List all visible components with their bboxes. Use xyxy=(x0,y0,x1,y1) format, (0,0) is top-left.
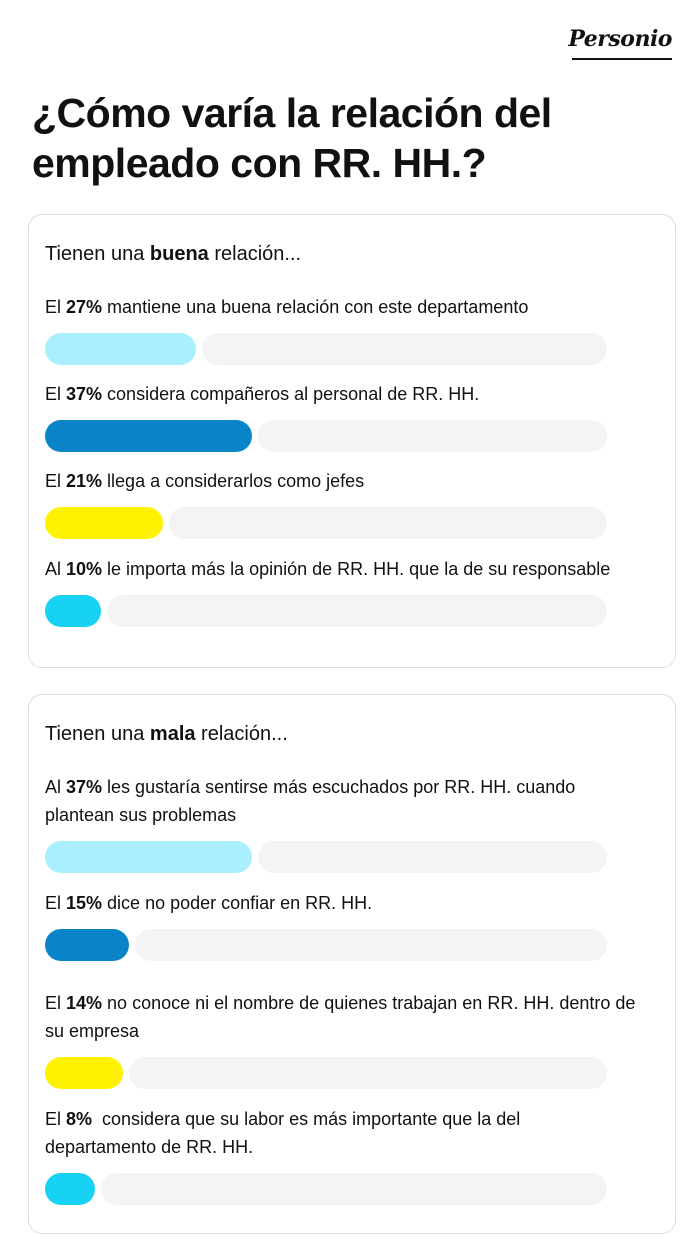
bar-track xyxy=(45,929,607,961)
bar-remainder xyxy=(107,595,607,627)
bar-fill xyxy=(45,841,253,873)
label-pre: Al xyxy=(45,777,67,797)
bar-track xyxy=(45,333,607,365)
data-label-percent: 21% xyxy=(66,471,103,491)
bar-remainder xyxy=(129,1057,607,1089)
bar-item: Al 10% le importa más la opinión de RR. … xyxy=(45,555,655,627)
label-post: no conoce ni el nombre de quienes trabaj… xyxy=(45,993,641,1041)
label-pre: El xyxy=(45,384,67,404)
bar-item: El 15% dice no poder confiar en RR. HH. xyxy=(45,889,655,961)
data-label-percent: 37% xyxy=(66,777,103,797)
bar-remainder xyxy=(135,929,607,961)
bar-remainder xyxy=(168,507,607,539)
bar-label: El 15% dice no poder confiar en RR. HH. xyxy=(45,889,625,917)
bar-item: El 14% no conoce ni el nombre de quienes… xyxy=(45,989,655,1089)
label-post: considera que su labor es más importante… xyxy=(45,1109,526,1157)
heading-pre: Tienen una xyxy=(45,723,150,745)
heading-post: relación... xyxy=(208,243,302,265)
heading-bold: mala xyxy=(149,723,196,745)
bar-label: El 21% llega a considerarlos como jefes xyxy=(45,467,655,495)
bar-item: El 8% considera que su labor es más impo… xyxy=(45,1105,655,1205)
label-post: llega a considerarlos como jefes xyxy=(102,471,365,491)
bar-item: El 21% llega a considerarlos como jefes xyxy=(45,467,655,539)
brand-name: Personio xyxy=(568,26,672,52)
label-pre: El xyxy=(45,993,67,1013)
bar-label: Al 10% le importa más la opinión de RR. … xyxy=(45,555,655,583)
data-label-percent: 27% xyxy=(66,297,103,317)
bar-label: El 37% considera compañeros al personal … xyxy=(45,380,655,408)
data-label-percent: 37% xyxy=(66,384,103,404)
bar-fill xyxy=(45,1173,95,1205)
label-post: mantiene una buena relación con este dep… xyxy=(102,297,529,317)
bar-item: El 27% mantiene una buena relación con e… xyxy=(45,293,655,365)
data-label-percent: 8% xyxy=(66,1109,93,1129)
bar-track xyxy=(45,595,607,627)
bar-fill xyxy=(45,507,163,539)
bar-track xyxy=(45,841,607,873)
bar-track xyxy=(45,1173,607,1205)
card-heading: Tienen una buena relación... xyxy=(45,243,301,266)
bar-label: El 8% considera que su labor es más impo… xyxy=(45,1105,605,1161)
bar-label: El 14% no conoce ni el nombre de quienes… xyxy=(45,989,645,1045)
label-post: dice no poder confiar en RR. HH. xyxy=(102,893,373,913)
data-label-percent: 10% xyxy=(66,559,103,579)
bar-fill xyxy=(45,1057,124,1089)
bar-item: Al 37% les gustaría sentirse más escucha… xyxy=(45,773,655,873)
bad-relation-card: Tienen una mala relación... Al 37% les g… xyxy=(28,694,676,1234)
bar-fill xyxy=(45,929,129,961)
bar-fill xyxy=(45,333,197,365)
label-pre: El xyxy=(45,297,67,317)
heading-bold: buena xyxy=(149,243,209,265)
bar-fill xyxy=(45,595,101,627)
label-post: le importa más la opinión de RR. HH. que… xyxy=(102,559,611,579)
bar-fill xyxy=(45,420,253,452)
bar-label: El 27% mantiene una buena relación con e… xyxy=(45,293,655,321)
label-post: considera compañeros al personal de RR. … xyxy=(102,384,480,404)
bar-item: El 37% considera compañeros al personal … xyxy=(45,380,655,452)
bar-remainder xyxy=(202,333,607,365)
label-post: les gustaría sentirse más escuchados por… xyxy=(45,777,581,825)
bar-label: Al 37% les gustaría sentirse más escucha… xyxy=(45,773,625,829)
bar-track xyxy=(45,1057,607,1089)
heading-post: relación... xyxy=(195,723,288,745)
label-pre: Al xyxy=(45,559,67,579)
data-label-percent: 15% xyxy=(66,893,103,913)
heading-pre: Tienen una xyxy=(45,243,150,265)
bar-track xyxy=(45,507,607,539)
good-relation-card: Tienen una buena relación... El 27% mant… xyxy=(28,214,676,668)
bar-remainder xyxy=(101,1173,607,1205)
card-heading: Tienen una mala relación... xyxy=(45,723,288,746)
label-pre: El xyxy=(45,1109,67,1129)
label-pre: El xyxy=(45,893,67,913)
personio-logo: Personio xyxy=(566,24,676,64)
data-label-percent: 14% xyxy=(66,993,103,1013)
bar-track xyxy=(45,420,607,452)
page-title: ¿Cómo varía la relación del empleado con… xyxy=(32,90,552,186)
bar-remainder xyxy=(258,420,607,452)
logo-underline xyxy=(572,58,672,60)
bar-remainder xyxy=(258,841,607,873)
label-pre: El xyxy=(45,471,67,491)
